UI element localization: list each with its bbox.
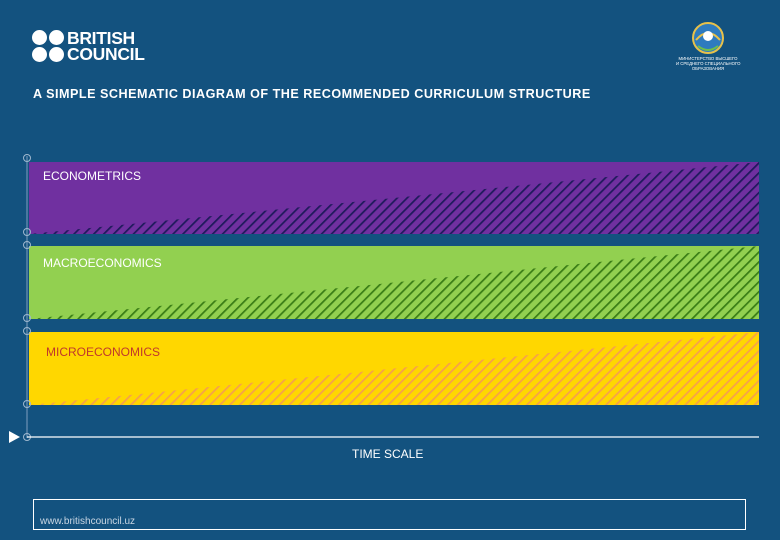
axis-handle-6 xyxy=(23,400,31,408)
axis-handle-5 xyxy=(23,327,31,335)
page-title: A SIMPLE SCHEMATIC DIAGRAM OF THE RECOMM… xyxy=(33,87,591,101)
footer-box: www.britishcouncil.uz xyxy=(33,499,746,530)
band-microeconomics: MICROECONOMICS xyxy=(29,332,759,405)
axis-handle-4 xyxy=(23,314,31,322)
band-econometrics-hatch xyxy=(29,162,759,234)
play-arrow-icon xyxy=(9,431,20,443)
logo-dots-icon xyxy=(32,30,64,62)
logo-line-2: COUNCIL xyxy=(67,44,145,64)
emblem-text-3: ОБРАЗОВАНИЯ xyxy=(691,66,725,71)
band-microeconomics-label: MICROECONOMICS xyxy=(46,345,160,359)
axis-handle-3 xyxy=(23,241,31,249)
ministry-emblem: МИНИСТЕРСТВО ВЫСШЕГО И СРЕДНЕГО СПЕЦИАЛЬ… xyxy=(676,20,740,71)
footer-url-link[interactable]: www.britishcouncil.uz xyxy=(40,516,136,527)
logo-wordmark: BRITISH COUNCIL xyxy=(67,28,145,64)
band-macroeconomics-hatch xyxy=(29,246,759,319)
band-macroeconomics-label: MACROECONOMICS xyxy=(43,256,162,270)
band-econometrics-label: ECONOMETRICS xyxy=(43,169,141,183)
emblem-text-2: И СРЕДНЕГО СПЕЦИАЛЬНОГО xyxy=(676,61,741,66)
emblem-text-1: МИНИСТЕРСТВО ВЫСШЕГО xyxy=(678,56,738,61)
band-microeconomics-hatch xyxy=(29,332,759,405)
band-macroeconomics: MACROECONOMICS xyxy=(29,246,759,319)
british-council-logo: BRITISH COUNCIL xyxy=(32,28,145,64)
emblem-seal-icon xyxy=(692,22,724,54)
axis-handle-1 xyxy=(23,154,31,162)
time-scale-label: TIME SCALE xyxy=(352,447,424,461)
band-econometrics: ECONOMETRICS xyxy=(29,162,759,234)
axis-handle-2 xyxy=(23,228,31,236)
logo-line-1: BRITISH xyxy=(67,28,135,48)
